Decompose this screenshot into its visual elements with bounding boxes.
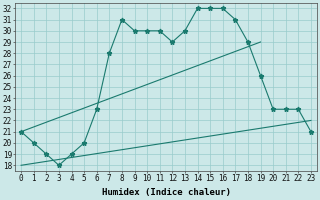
X-axis label: Humidex (Indice chaleur): Humidex (Indice chaleur) (101, 188, 230, 197)
